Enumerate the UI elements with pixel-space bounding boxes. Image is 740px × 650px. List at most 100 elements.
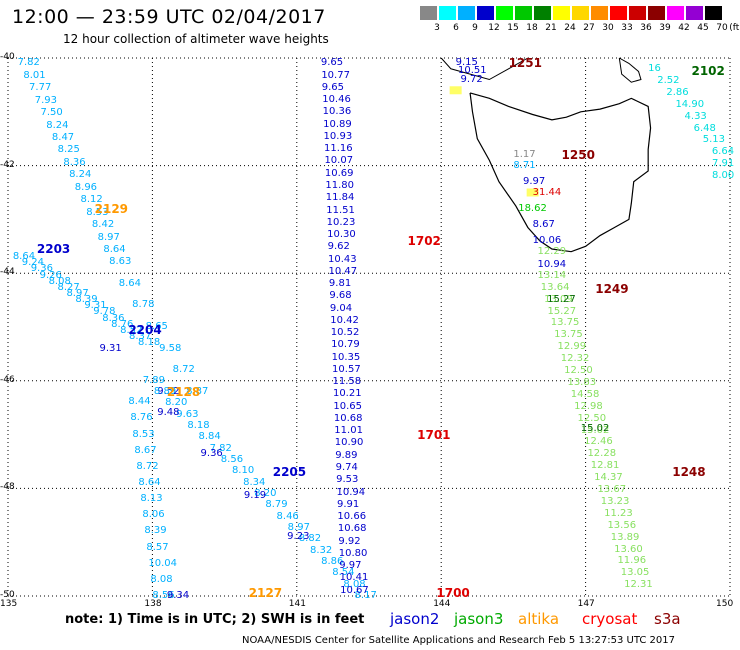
- wave-height-label: 6.64: [711, 146, 735, 158]
- wave-height-label: 11.84: [325, 192, 355, 204]
- wave-height-label: 7.91: [712, 158, 735, 170]
- wave-height-label: 2.86: [666, 86, 689, 98]
- wave-height-label: 9.63: [176, 408, 199, 420]
- wave-height-label: 8.79: [265, 499, 288, 511]
- wave-height-label: 13.14: [537, 269, 567, 281]
- color-scale-label: 12: [488, 23, 500, 33]
- wave-height-label: 7.82: [209, 442, 232, 454]
- wave-height-label: 9.52: [157, 385, 180, 397]
- track-segment-id: 1700: [436, 586, 470, 601]
- wave-height-label: 6.48: [693, 122, 716, 134]
- wave-height-label: 13.64: [540, 281, 570, 293]
- wave-height-label: 15.27: [547, 294, 576, 306]
- color-scale-label: 6: [453, 23, 459, 33]
- wave-height-label: 9.19: [243, 489, 267, 501]
- wave-height-label: 14.90: [675, 98, 705, 110]
- wave-height-label: 13.67: [597, 484, 627, 496]
- track-segment-id: 1702: [407, 233, 441, 248]
- wave-height-label: 9.36: [200, 448, 223, 460]
- wave-height-label: 13.05: [620, 567, 650, 579]
- wave-height-label: 8.36: [63, 156, 86, 168]
- wave-height-label: 13.83: [567, 376, 597, 388]
- wave-height-label: 9.23: [287, 530, 310, 542]
- color-swatch: [553, 6, 570, 20]
- wave-height-label: 13.89: [610, 531, 640, 543]
- wave-height-label: 8.53: [86, 206, 109, 218]
- wave-height-label: 9.65: [320, 57, 344, 69]
- wave-height-label: 8.17: [354, 590, 377, 601]
- color-scale-label: 3: [434, 23, 440, 33]
- wave-height-label: 8.57: [146, 541, 169, 553]
- wave-height-label: 8.27: [57, 281, 80, 293]
- wave-height-label: 7.82: [17, 57, 40, 69]
- wave-height-label: 8.76: [111, 318, 134, 330]
- color-swatch: [420, 6, 437, 20]
- satellite-legend-altika: altika: [518, 610, 560, 628]
- lat-tick-label: -42: [0, 159, 15, 170]
- track-segment-id: 1250: [561, 147, 595, 162]
- wave-height-label: 9.89: [335, 449, 358, 461]
- wave-height-label: 8.24: [46, 119, 69, 131]
- color-scale-label: 33: [621, 23, 633, 33]
- wave-height-label: 9.78: [93, 306, 116, 318]
- lat-tick-label: -40: [0, 52, 15, 62]
- wave-height-label: 10.47: [328, 265, 358, 277]
- wave-height-label: 8.71: [513, 159, 536, 171]
- color-scale-label: 18: [526, 23, 538, 33]
- color-scale-label: 27: [583, 23, 595, 33]
- wave-height-label: 9.58: [159, 342, 182, 354]
- color-scale-label: 36: [640, 23, 652, 33]
- wave-height-label: 10.66: [337, 511, 367, 523]
- wave-height-label: 12.32: [560, 353, 590, 365]
- wave-height-label: 12.99: [557, 341, 587, 353]
- wave-height-label: 10.23: [326, 216, 356, 228]
- wave-height-label: 10.07: [324, 155, 354, 167]
- wave-height-label: 9.48: [157, 407, 180, 419]
- wave-height-label: 9.36: [30, 263, 53, 275]
- wave-height-label: 2.52: [657, 74, 680, 86]
- wave-height-label: 14.58: [570, 388, 600, 400]
- track-segment-id: 2203: [36, 241, 71, 256]
- wave-height-label: 10.57: [332, 363, 361, 375]
- track-segment-id: 1701: [417, 427, 451, 442]
- color-swatch: [705, 6, 722, 20]
- wave-height-label: 9.15: [455, 57, 478, 69]
- lon-tick-label: 144: [433, 599, 451, 609]
- wave-height-label: 8.08: [343, 578, 366, 590]
- wave-height-label: 8.76: [130, 412, 153, 424]
- wave-height-label: 15.27: [547, 305, 577, 317]
- color-swatch: [667, 6, 684, 20]
- wave-height-label: 8.20: [254, 488, 277, 500]
- tasmania-coastline: [469, 92, 652, 253]
- wave-height-label: 12.28: [587, 448, 617, 460]
- color-scale-label: 70: [716, 23, 728, 33]
- wave-height-label: 13.75: [550, 317, 580, 329]
- wave-height-label: 8.42: [91, 219, 115, 231]
- color-swatch: [648, 6, 665, 20]
- wave-height-label: 9.74: [335, 462, 358, 473]
- page-subtitle: 12 hour collection of altimeter wave hei…: [63, 32, 329, 46]
- satellite-legend-s3a: s3a: [654, 610, 681, 628]
- wave-height-label: 7.50: [40, 107, 63, 119]
- wave-height-label: 8.08: [150, 573, 173, 585]
- wave-height-label: 10.46: [322, 94, 351, 106]
- wave-height-label: 9.62: [327, 241, 350, 253]
- wave-height-label: 8.52: [120, 324, 143, 336]
- wave-height-label: 11.58: [332, 376, 362, 388]
- wave-height-label: 9.91: [336, 498, 360, 510]
- wave-height-label: 7.89: [142, 374, 166, 386]
- wave-height-label: 12.50: [577, 412, 607, 424]
- wave-height-label: 10.51: [458, 65, 487, 77]
- wave-height-label: 8.47: [51, 132, 75, 144]
- wave-height-label: 8.64: [12, 251, 36, 263]
- credits-footer: NOAA/NESDIS Center for Satellite Applica…: [242, 635, 675, 646]
- wave-height-label: 10.69: [324, 167, 354, 179]
- wave-height-label: 12.31: [624, 579, 653, 591]
- wave-height-label: 10.43: [328, 253, 357, 265]
- wave-height-label: 10.30: [327, 229, 356, 241]
- track-segment-id: 1248: [672, 465, 706, 480]
- wave-height-label: 8.78: [132, 299, 155, 311]
- wave-height-label: 8.36: [102, 312, 125, 324]
- track-segment-id: 2204: [128, 322, 162, 337]
- wave-height-label: 8.64: [138, 477, 161, 489]
